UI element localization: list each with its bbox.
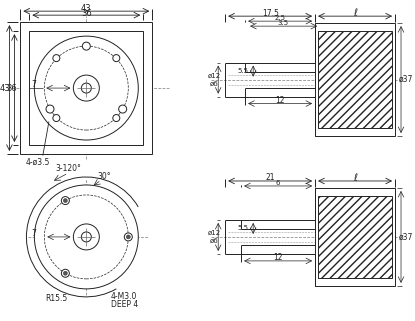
Circle shape — [53, 115, 60, 122]
Circle shape — [81, 83, 91, 93]
Circle shape — [46, 105, 54, 113]
Text: 6: 6 — [276, 180, 281, 186]
Text: 5.5: 5.5 — [237, 225, 248, 231]
Circle shape — [124, 233, 132, 241]
Text: 36: 36 — [81, 9, 92, 18]
Text: 12: 12 — [276, 96, 285, 105]
Circle shape — [119, 105, 127, 113]
Circle shape — [73, 75, 99, 101]
Text: 21: 21 — [266, 173, 275, 182]
Bar — [315, 23, 395, 136]
Circle shape — [34, 36, 138, 140]
Circle shape — [61, 269, 69, 277]
Text: 7: 7 — [31, 80, 36, 89]
Circle shape — [44, 195, 128, 279]
Circle shape — [73, 224, 99, 250]
Text: ø37: ø37 — [399, 75, 413, 84]
Bar — [315, 188, 395, 286]
Text: 43: 43 — [81, 4, 92, 13]
Circle shape — [61, 196, 69, 204]
Text: 3.5: 3.5 — [278, 20, 289, 26]
Circle shape — [113, 115, 120, 122]
Text: DEEP 4: DEEP 4 — [111, 300, 138, 309]
Circle shape — [126, 235, 130, 239]
Text: ø12: ø12 — [208, 230, 221, 236]
Text: 4-ø3.5: 4-ø3.5 — [25, 158, 50, 167]
Text: 12: 12 — [273, 253, 283, 262]
Bar — [20, 22, 152, 154]
Text: 4-M3.0: 4-M3.0 — [111, 292, 137, 301]
Text: ø12: ø12 — [208, 73, 221, 79]
Text: 36: 36 — [6, 83, 17, 92]
Circle shape — [113, 55, 120, 62]
Text: ø37: ø37 — [399, 232, 413, 241]
Circle shape — [44, 46, 128, 130]
Circle shape — [81, 232, 91, 242]
Text: ℓ: ℓ — [353, 8, 357, 18]
Text: ℓ: ℓ — [353, 173, 357, 183]
Circle shape — [63, 199, 67, 203]
Circle shape — [53, 55, 60, 62]
Circle shape — [66, 217, 106, 257]
Text: 2.5: 2.5 — [275, 15, 286, 21]
Text: 43: 43 — [0, 83, 11, 92]
Text: 7: 7 — [32, 230, 36, 239]
Text: 30°: 30° — [98, 172, 111, 181]
Bar — [29, 31, 143, 145]
Text: R15.5: R15.5 — [45, 294, 68, 303]
Bar — [318, 196, 392, 278]
Circle shape — [63, 271, 67, 275]
Text: 17.5: 17.5 — [262, 9, 278, 18]
Bar — [318, 31, 392, 128]
Text: 3-120°: 3-120° — [56, 164, 81, 173]
Text: 5.5: 5.5 — [237, 68, 248, 74]
Text: ø6: ø6 — [210, 238, 219, 244]
Circle shape — [82, 42, 90, 50]
Text: ø6: ø6 — [210, 81, 219, 87]
Circle shape — [34, 185, 138, 289]
